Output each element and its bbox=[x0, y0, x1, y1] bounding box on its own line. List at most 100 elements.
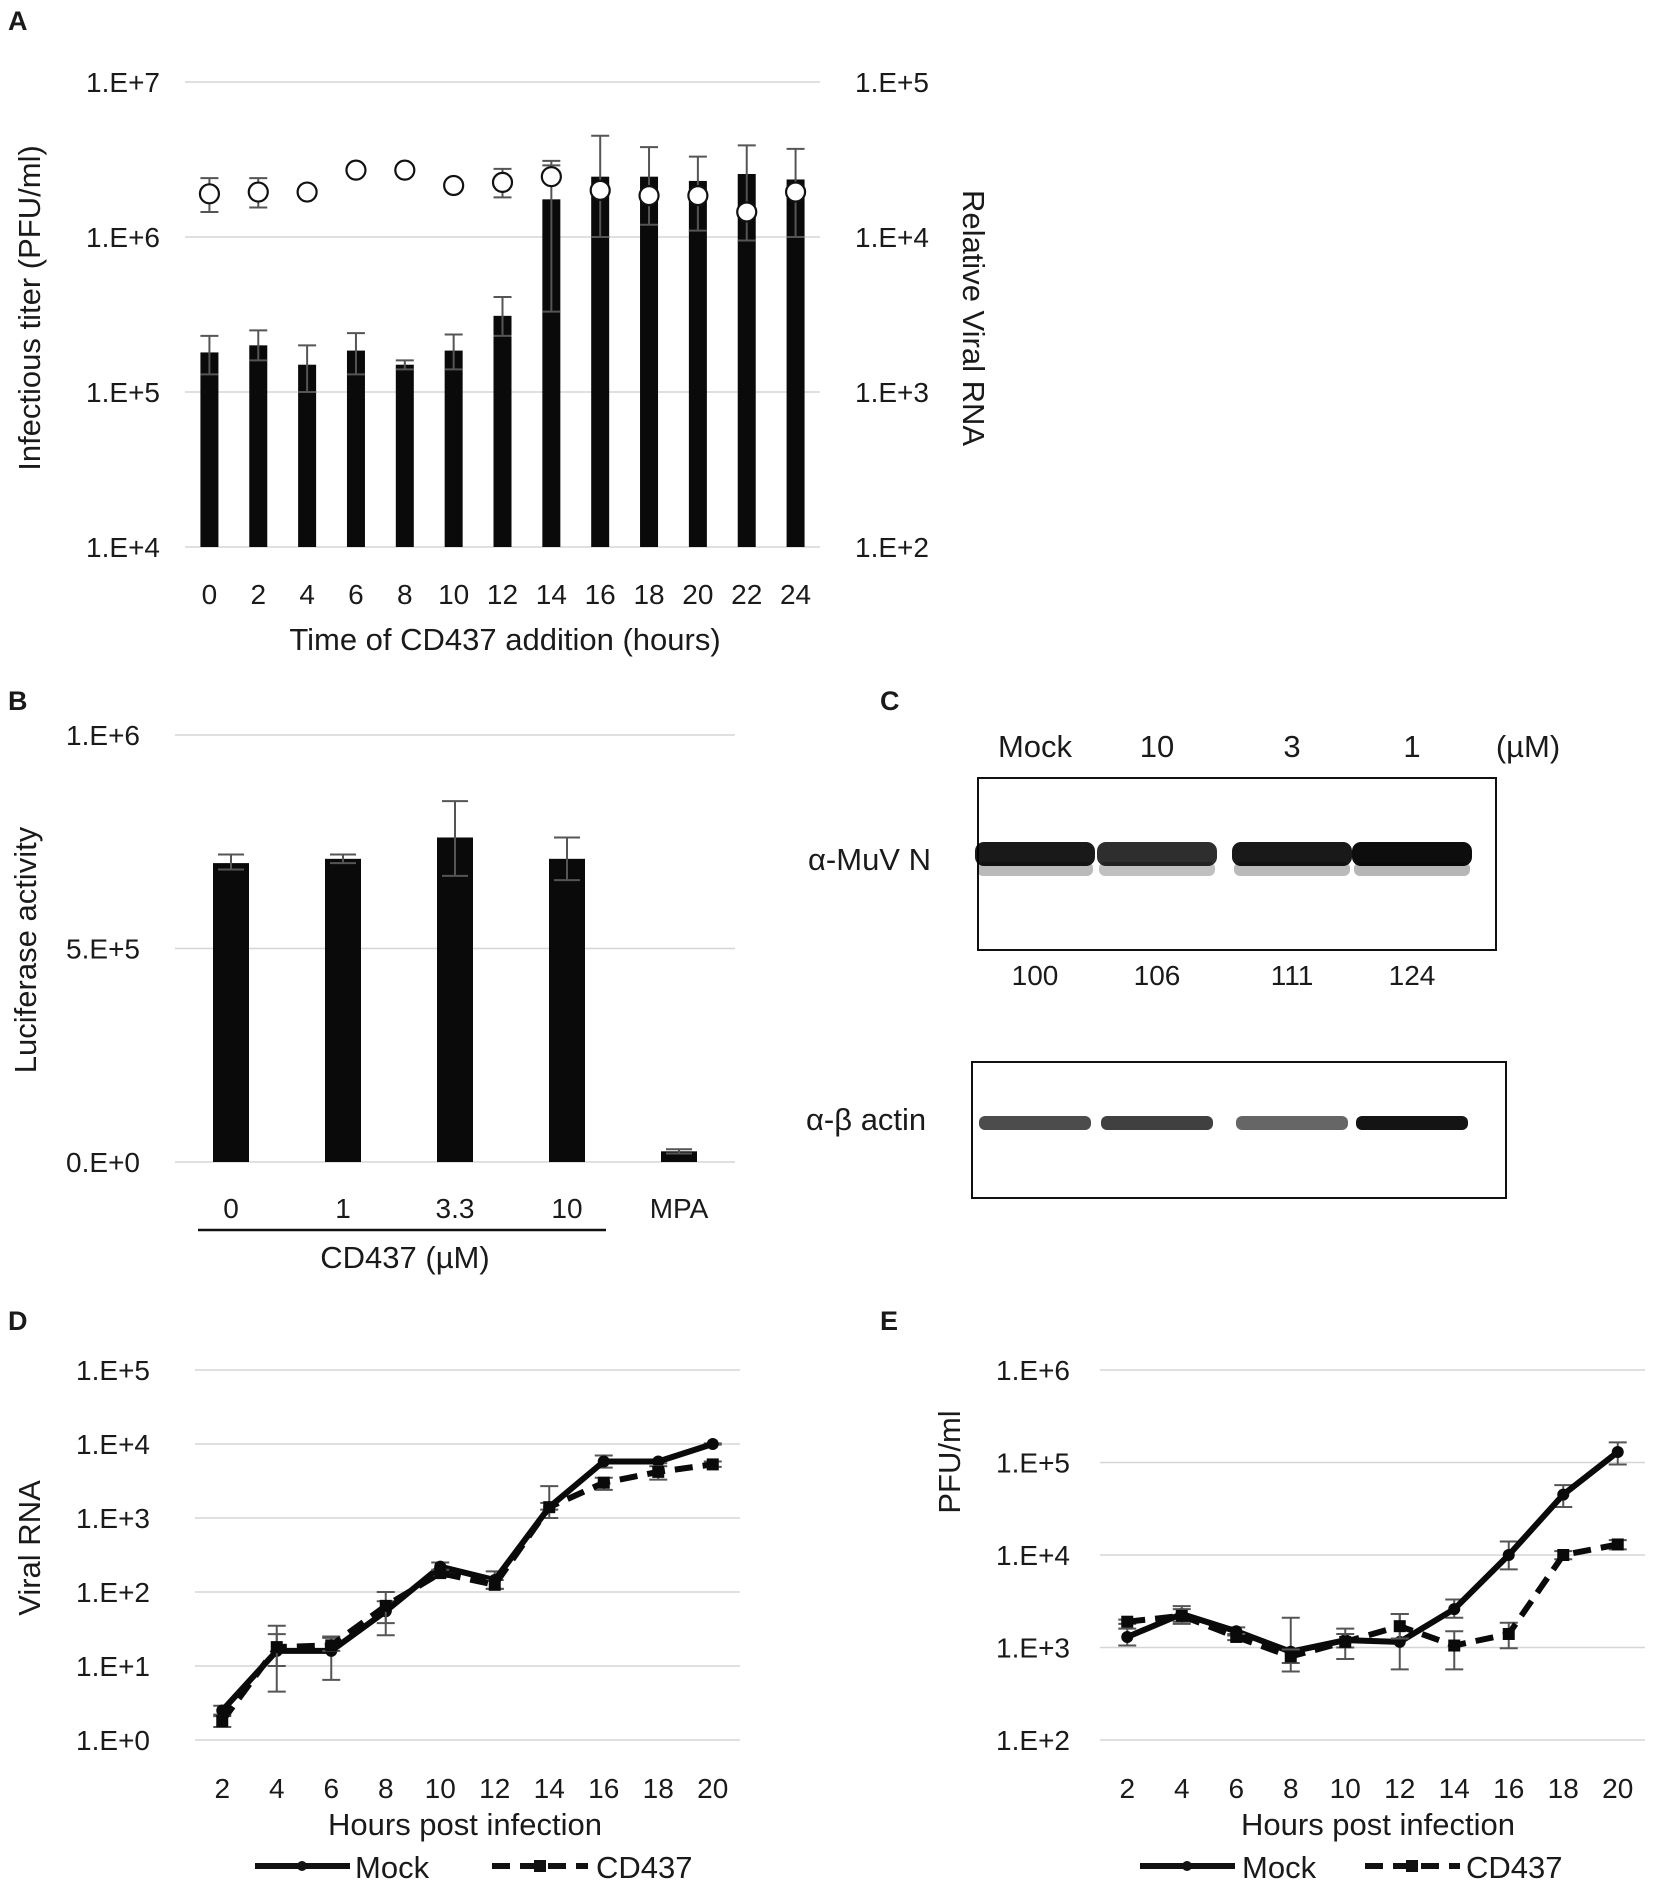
panel-a-bar bbox=[249, 345, 268, 547]
panel-a-bar bbox=[444, 350, 463, 547]
panel-a-x-tick-label: 10 bbox=[438, 579, 469, 610]
panel-a-x-tick-label: 0 bbox=[202, 579, 218, 610]
panel-d-x-tick-label: 2 bbox=[214, 1773, 230, 1804]
panel-a-x-tick-label: 24 bbox=[780, 579, 811, 610]
panel-e-x-tick-label: 12 bbox=[1384, 1773, 1415, 1804]
panel-e-cd437-marker bbox=[1175, 1609, 1188, 1622]
quant-value-10: 106 bbox=[1134, 960, 1181, 991]
panel-d-y-ticks: 1.E+0 1.E+1 1.E+2 1.E+3 1.E+4 1.E+5 bbox=[76, 1355, 150, 1756]
panel-a-y-tick-label: 1.E+4 bbox=[86, 532, 160, 563]
legend-e-mock-marker bbox=[1182, 1861, 1192, 1871]
panel-a-x-tick-label: 22 bbox=[731, 579, 762, 610]
panel-e-x-tick-label: 4 bbox=[1174, 1773, 1190, 1804]
panel-a-y2-ticks: 1.E+2 1.E+3 1.E+4 1.E+5 bbox=[855, 67, 929, 563]
blot-actin-band bbox=[1236, 1116, 1348, 1130]
panel-d-mock-marker bbox=[706, 1438, 719, 1450]
panel-e-cd437-line bbox=[1126, 1541, 1619, 1660]
panel-e-letter: E bbox=[880, 1306, 898, 1336]
panel-a-rna-point bbox=[198, 183, 221, 205]
panel-c: C Mock 10 3 1 (µM) α-MuV N 100 106 111 1… bbox=[806, 686, 1560, 1199]
blot-row-label-actin: α-β actin bbox=[806, 1102, 926, 1137]
panel-d-cd437-marker bbox=[543, 1501, 556, 1514]
quant-value-3: 111 bbox=[1271, 960, 1314, 991]
panel-d: D 1.E+0 1.E+1 1.E+2 1.E+3 1.E+4 1.E+5 2 4 6 8 10 1… bbox=[8, 1306, 740, 1885]
blot-muv-n-band-tail bbox=[977, 862, 1093, 876]
panel-e-cd437-marker bbox=[1284, 1650, 1297, 1663]
panel-a-bar bbox=[493, 315, 512, 547]
panel-a-bar bbox=[688, 180, 707, 547]
panel-d-y-tick-label: 1.E+4 bbox=[76, 1429, 150, 1460]
panel-a-y2-tick-label: 1.E+3 bbox=[855, 377, 929, 408]
panel-e-cd437-marker bbox=[1611, 1538, 1624, 1551]
panel-e: E 1.E+2 1.E+3 1.E+4 1.E+5 1.E+6 2 4 6 8 10 12 14 16… bbox=[880, 1306, 1645, 1885]
panel-a-letter: A bbox=[8, 6, 28, 36]
panel-d-cd437-line bbox=[219, 1461, 714, 1723]
panel-e-y-tick-label: 1.E+2 bbox=[996, 1725, 1070, 1756]
panel-d-y-tick-label: 1.E+2 bbox=[76, 1577, 150, 1608]
blot-muv-n-band bbox=[1232, 842, 1352, 866]
panel-a-y-tick-label: 1.E+6 bbox=[86, 222, 160, 253]
panel-c-letter: C bbox=[880, 686, 900, 716]
panel-d-cd437-marker bbox=[706, 1458, 719, 1471]
panel-a-y-tick-label: 1.E+5 bbox=[86, 377, 160, 408]
blot-actin-bands bbox=[979, 1116, 1468, 1130]
panel-d-mock-marker bbox=[652, 1455, 665, 1468]
blot-muv-n-band bbox=[975, 842, 1095, 866]
panel-e-y-axis-label: PFU/ml bbox=[932, 1410, 967, 1513]
panel-a-rna-point bbox=[443, 174, 465, 197]
panel-a-x-tick-label: 14 bbox=[536, 579, 567, 610]
panel-a-x-tick-label: 16 bbox=[585, 579, 616, 610]
panel-a-y2-tick-label: 1.E+4 bbox=[855, 222, 929, 253]
blot-muv-n-band bbox=[1352, 842, 1472, 866]
panel-d-legend: Mock CD437 bbox=[255, 1850, 693, 1885]
panel-d-x-tick-label: 4 bbox=[269, 1773, 285, 1804]
panel-d-cd437-marker bbox=[270, 1641, 283, 1654]
panel-b-x-tick-label: 1 bbox=[335, 1193, 351, 1224]
panel-b-y-tick-label: 1.E+6 bbox=[66, 720, 140, 751]
panel-b-x-tick-label: 0 bbox=[223, 1193, 239, 1224]
lane-label-3: 3 bbox=[1283, 729, 1300, 764]
panel-d-x-tick-label: 8 bbox=[378, 1773, 394, 1804]
panel-b-bar bbox=[437, 837, 473, 1162]
panel-a-x-tick-label: 8 bbox=[397, 579, 413, 610]
panel-b-y-axis-label: Luciferase activity bbox=[8, 826, 43, 1073]
panel-e-mock-marker bbox=[1502, 1549, 1515, 1561]
blot-muv-n-band-tail bbox=[1099, 862, 1215, 876]
panel-d-cd437-marker bbox=[434, 1567, 447, 1580]
quant-value-mock: 100 bbox=[1012, 960, 1059, 991]
legend-e-cd437-label: CD437 bbox=[1466, 1850, 1563, 1885]
panel-a-y2-tick-label: 1.E+2 bbox=[855, 532, 929, 563]
panel-a-rna-point bbox=[394, 159, 416, 181]
panel-a-y-axis-label: Infectious titer (PFU/ml) bbox=[12, 145, 47, 471]
panel-d-y-tick-label: 1.E+5 bbox=[76, 1355, 150, 1386]
panel-a-bars bbox=[200, 134, 805, 547]
panel-a-rna-point bbox=[247, 181, 269, 203]
blot-actin-band bbox=[1356, 1116, 1468, 1130]
panel-b-y-ticks: 0.E+0 5.E+5 1.E+6 bbox=[66, 720, 140, 1178]
panel-a-rna-points bbox=[198, 159, 807, 223]
legend-cd437-marker bbox=[534, 1860, 546, 1872]
panel-e-mock-marker bbox=[1121, 1630, 1134, 1643]
blot-muv-n-band bbox=[1097, 842, 1217, 866]
panel-a-bar bbox=[591, 176, 610, 547]
panel-e-x-tick-label: 8 bbox=[1283, 1773, 1299, 1804]
panel-e-x-tick-label: 2 bbox=[1119, 1773, 1135, 1804]
panel-d-mock-marker bbox=[597, 1455, 610, 1468]
panel-d-y-tick-label: 1.E+1 bbox=[76, 1651, 150, 1682]
panel-b-bar bbox=[213, 863, 249, 1162]
legend-e-cd437-marker bbox=[1406, 1860, 1418, 1872]
panel-a-bar bbox=[786, 179, 805, 547]
panel-d-series bbox=[213, 1438, 722, 1728]
panel-e-gridlines bbox=[1100, 1369, 1645, 1741]
panel-a-bar bbox=[200, 352, 219, 547]
panel-b-x-ticks: 0 1 3.3 10 MPA bbox=[223, 1193, 708, 1224]
panel-d-y-tick-label: 1.E+3 bbox=[76, 1503, 150, 1534]
panel-e-x-axis-label: Hours post infection bbox=[1241, 1807, 1515, 1842]
blot-actin-band bbox=[1101, 1116, 1213, 1130]
panel-a-rna-point bbox=[638, 184, 660, 207]
panel-a-bar bbox=[542, 199, 561, 547]
panel-e-x-tick-label: 20 bbox=[1602, 1773, 1633, 1804]
panel-e-cd437-marker bbox=[1557, 1549, 1570, 1561]
panel-d-y-axis-label: Viral RNA bbox=[12, 1480, 47, 1616]
